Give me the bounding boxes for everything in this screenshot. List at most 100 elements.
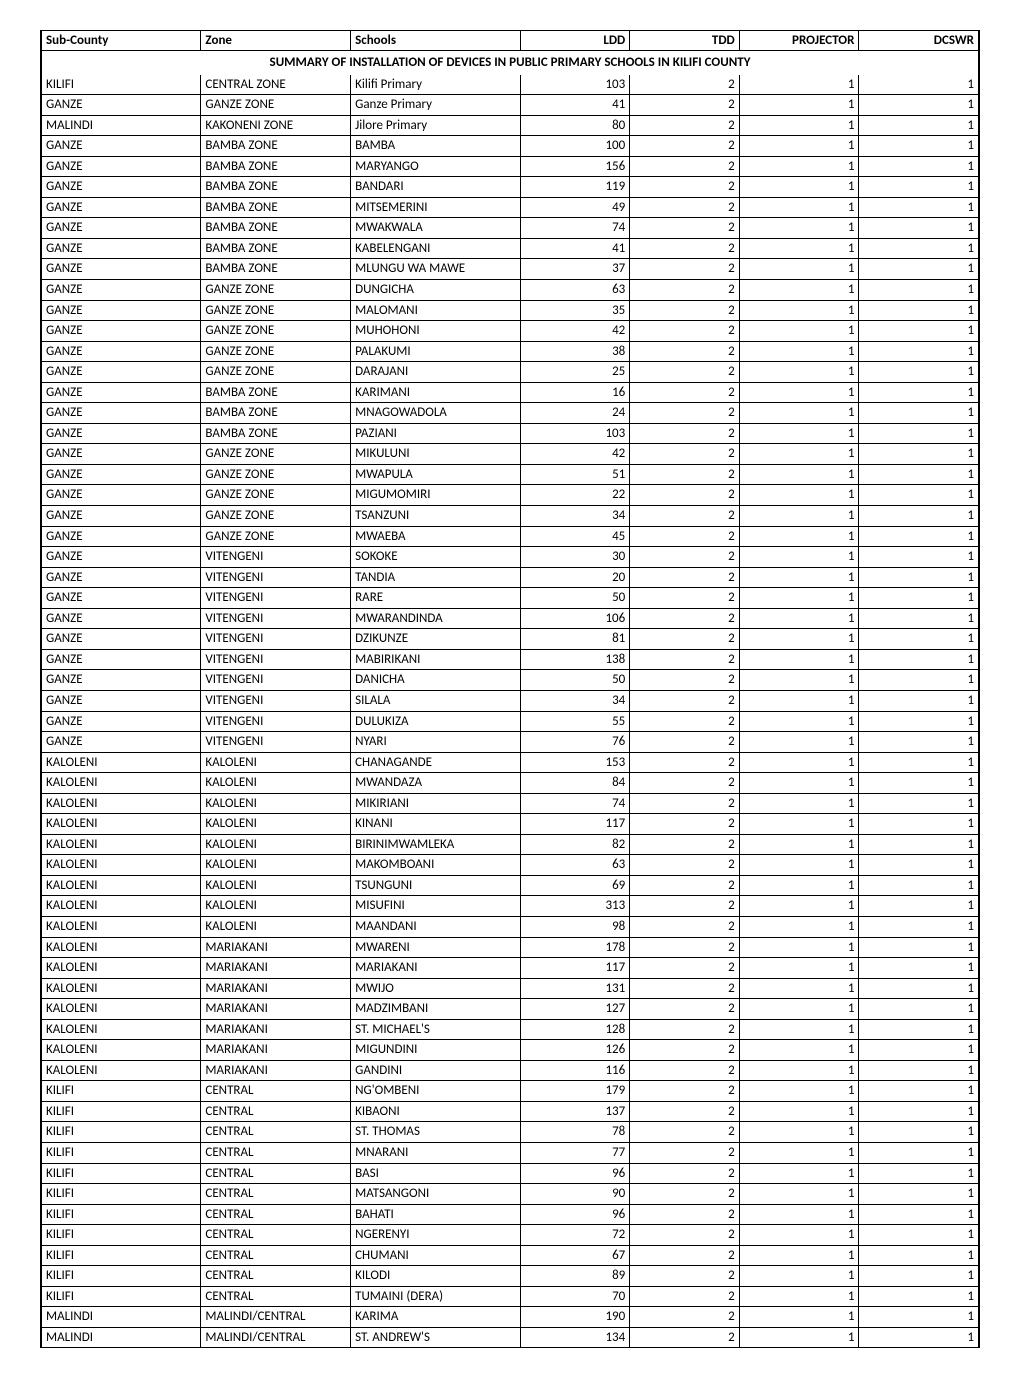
table-cell: 1 <box>859 75 979 95</box>
table-cell: 1 <box>739 773 859 794</box>
table-cell: 1 <box>739 464 859 485</box>
table-cell: KILIFI <box>42 1204 201 1225</box>
table-cell: BAMBA ZONE <box>201 423 351 444</box>
table-cell: TSANZUNI <box>351 506 521 527</box>
table-cell: GANZE ZONE <box>201 362 351 383</box>
table-cell: 16 <box>520 382 629 403</box>
table-cell: MIGUMOMIRI <box>351 485 521 506</box>
table-cell: 2 <box>630 259 739 280</box>
table-cell: GANZE <box>42 670 201 691</box>
table-cell: 78 <box>520 1122 629 1143</box>
table-row: KILIFICENTRALBAHATI96211 <box>42 1204 979 1225</box>
table-cell: 2 <box>630 75 739 95</box>
table-cell: KINANI <box>351 814 521 835</box>
table-cell: 2 <box>630 177 739 198</box>
table-cell: GANZE ZONE <box>201 95 351 116</box>
table-cell: 1 <box>859 773 979 794</box>
table-cell: GANZE ZONE <box>201 321 351 342</box>
table-cell: MATSANGONI <box>351 1184 521 1205</box>
table-cell: DARAJANI <box>351 362 521 383</box>
table-cell: 80 <box>520 115 629 136</box>
table-cell: 1 <box>859 259 979 280</box>
table-cell: MAKOMBOANI <box>351 855 521 876</box>
table-cell: VITENGENI <box>201 732 351 753</box>
table-row: GANZEBAMBA ZONEMWAKWALA74211 <box>42 218 979 239</box>
table-cell: 1 <box>739 526 859 547</box>
table-cell: KAKONENI ZONE <box>201 115 351 136</box>
table-cell: GANDINI <box>351 1060 521 1081</box>
table-cell: 2 <box>630 1266 739 1287</box>
table-cell: NYARI <box>351 732 521 753</box>
table-cell: 137 <box>520 1101 629 1122</box>
table-row: KALOLENIMARIAKANIMIGUNDINI126211 <box>42 1040 979 1061</box>
table-cell: 1 <box>739 485 859 506</box>
table-cell: VITENGENI <box>201 711 351 732</box>
table-row: GANZEVITENGENIMWARANDINDA106211 <box>42 608 979 629</box>
table-cell: 1 <box>859 341 979 362</box>
table-cell: NG'OMBENI <box>351 1081 521 1102</box>
table-cell: 1 <box>739 690 859 711</box>
table-row: GANZEBAMBA ZONEBANDARI119211 <box>42 177 979 198</box>
table-cell: 1 <box>739 506 859 527</box>
title-row: SUMMARY OF INSTALLATION OF DEVICES IN PU… <box>42 51 979 75</box>
table-cell: VITENGENI <box>201 670 351 691</box>
table-cell: MALINDI <box>42 1327 201 1347</box>
table-cell: 2 <box>630 280 739 301</box>
table-cell: 1 <box>739 875 859 896</box>
table-cell: 50 <box>520 670 629 691</box>
table-cell: 2 <box>630 403 739 424</box>
table-cell: 1 <box>859 1225 979 1246</box>
table-cell: CENTRAL <box>201 1142 351 1163</box>
table-cell: 2 <box>630 1040 739 1061</box>
table-row: KALOLENIKALOLENIMWANDAZA84211 <box>42 773 979 794</box>
table-cell: 63 <box>520 855 629 876</box>
table-cell: GANZE <box>42 177 201 198</box>
table-cell: 1 <box>739 341 859 362</box>
table-cell: 96 <box>520 1163 629 1184</box>
table-cell: 2 <box>630 752 739 773</box>
table-cell: GANZE <box>42 423 201 444</box>
table-cell: 1 <box>859 1286 979 1307</box>
table-cell: 49 <box>520 197 629 218</box>
table-row: GANZEVITENGENISOKOKE30211 <box>42 547 979 568</box>
table-cell: 1 <box>739 916 859 937</box>
table-cell: KALOLENI <box>201 875 351 896</box>
table-cell: 1 <box>739 423 859 444</box>
table-cell: 24 <box>520 403 629 424</box>
table-cell: 1 <box>739 1040 859 1061</box>
table-cell: 1 <box>739 711 859 732</box>
table-cell: GANZE <box>42 608 201 629</box>
table-cell: 1 <box>859 1122 979 1143</box>
table-cell: SILALA <box>351 690 521 711</box>
table-cell: KARIMANI <box>351 382 521 403</box>
table-cell: 1 <box>739 999 859 1020</box>
table-cell: MIKIRIANI <box>351 793 521 814</box>
table-cell: 2 <box>630 382 739 403</box>
table-cell: 2 <box>630 1225 739 1246</box>
table-cell: 74 <box>520 793 629 814</box>
table-cell: GANZE <box>42 341 201 362</box>
table-cell: 134 <box>520 1327 629 1347</box>
table-cell: 2 <box>630 362 739 383</box>
table-cell: MWAPULA <box>351 464 521 485</box>
table-cell: BIRINIMWAMLEKA <box>351 834 521 855</box>
table-cell: 179 <box>520 1081 629 1102</box>
table-cell: 1 <box>859 382 979 403</box>
table-cell: GANZE ZONE <box>201 341 351 362</box>
table-row: GANZEGANZE ZONEMUHOHONI42211 <box>42 321 979 342</box>
table-cell: 1 <box>859 937 979 958</box>
table-cell: 45 <box>520 526 629 547</box>
table-cell: 2 <box>630 1184 739 1205</box>
table-cell: 1 <box>739 567 859 588</box>
table-cell: 119 <box>520 177 629 198</box>
table-cell: GANZE <box>42 588 201 609</box>
table-cell: MIGUNDINI <box>351 1040 521 1061</box>
table-cell: 1 <box>739 752 859 773</box>
table-cell: GANZE <box>42 526 201 547</box>
table-cell: KALOLENI <box>42 999 201 1020</box>
table-cell: VITENGENI <box>201 588 351 609</box>
table-cell: GANZE ZONE <box>201 485 351 506</box>
table-cell: 1 <box>739 793 859 814</box>
table-cell: TANDIA <box>351 567 521 588</box>
table-cell: KALOLENI <box>201 814 351 835</box>
